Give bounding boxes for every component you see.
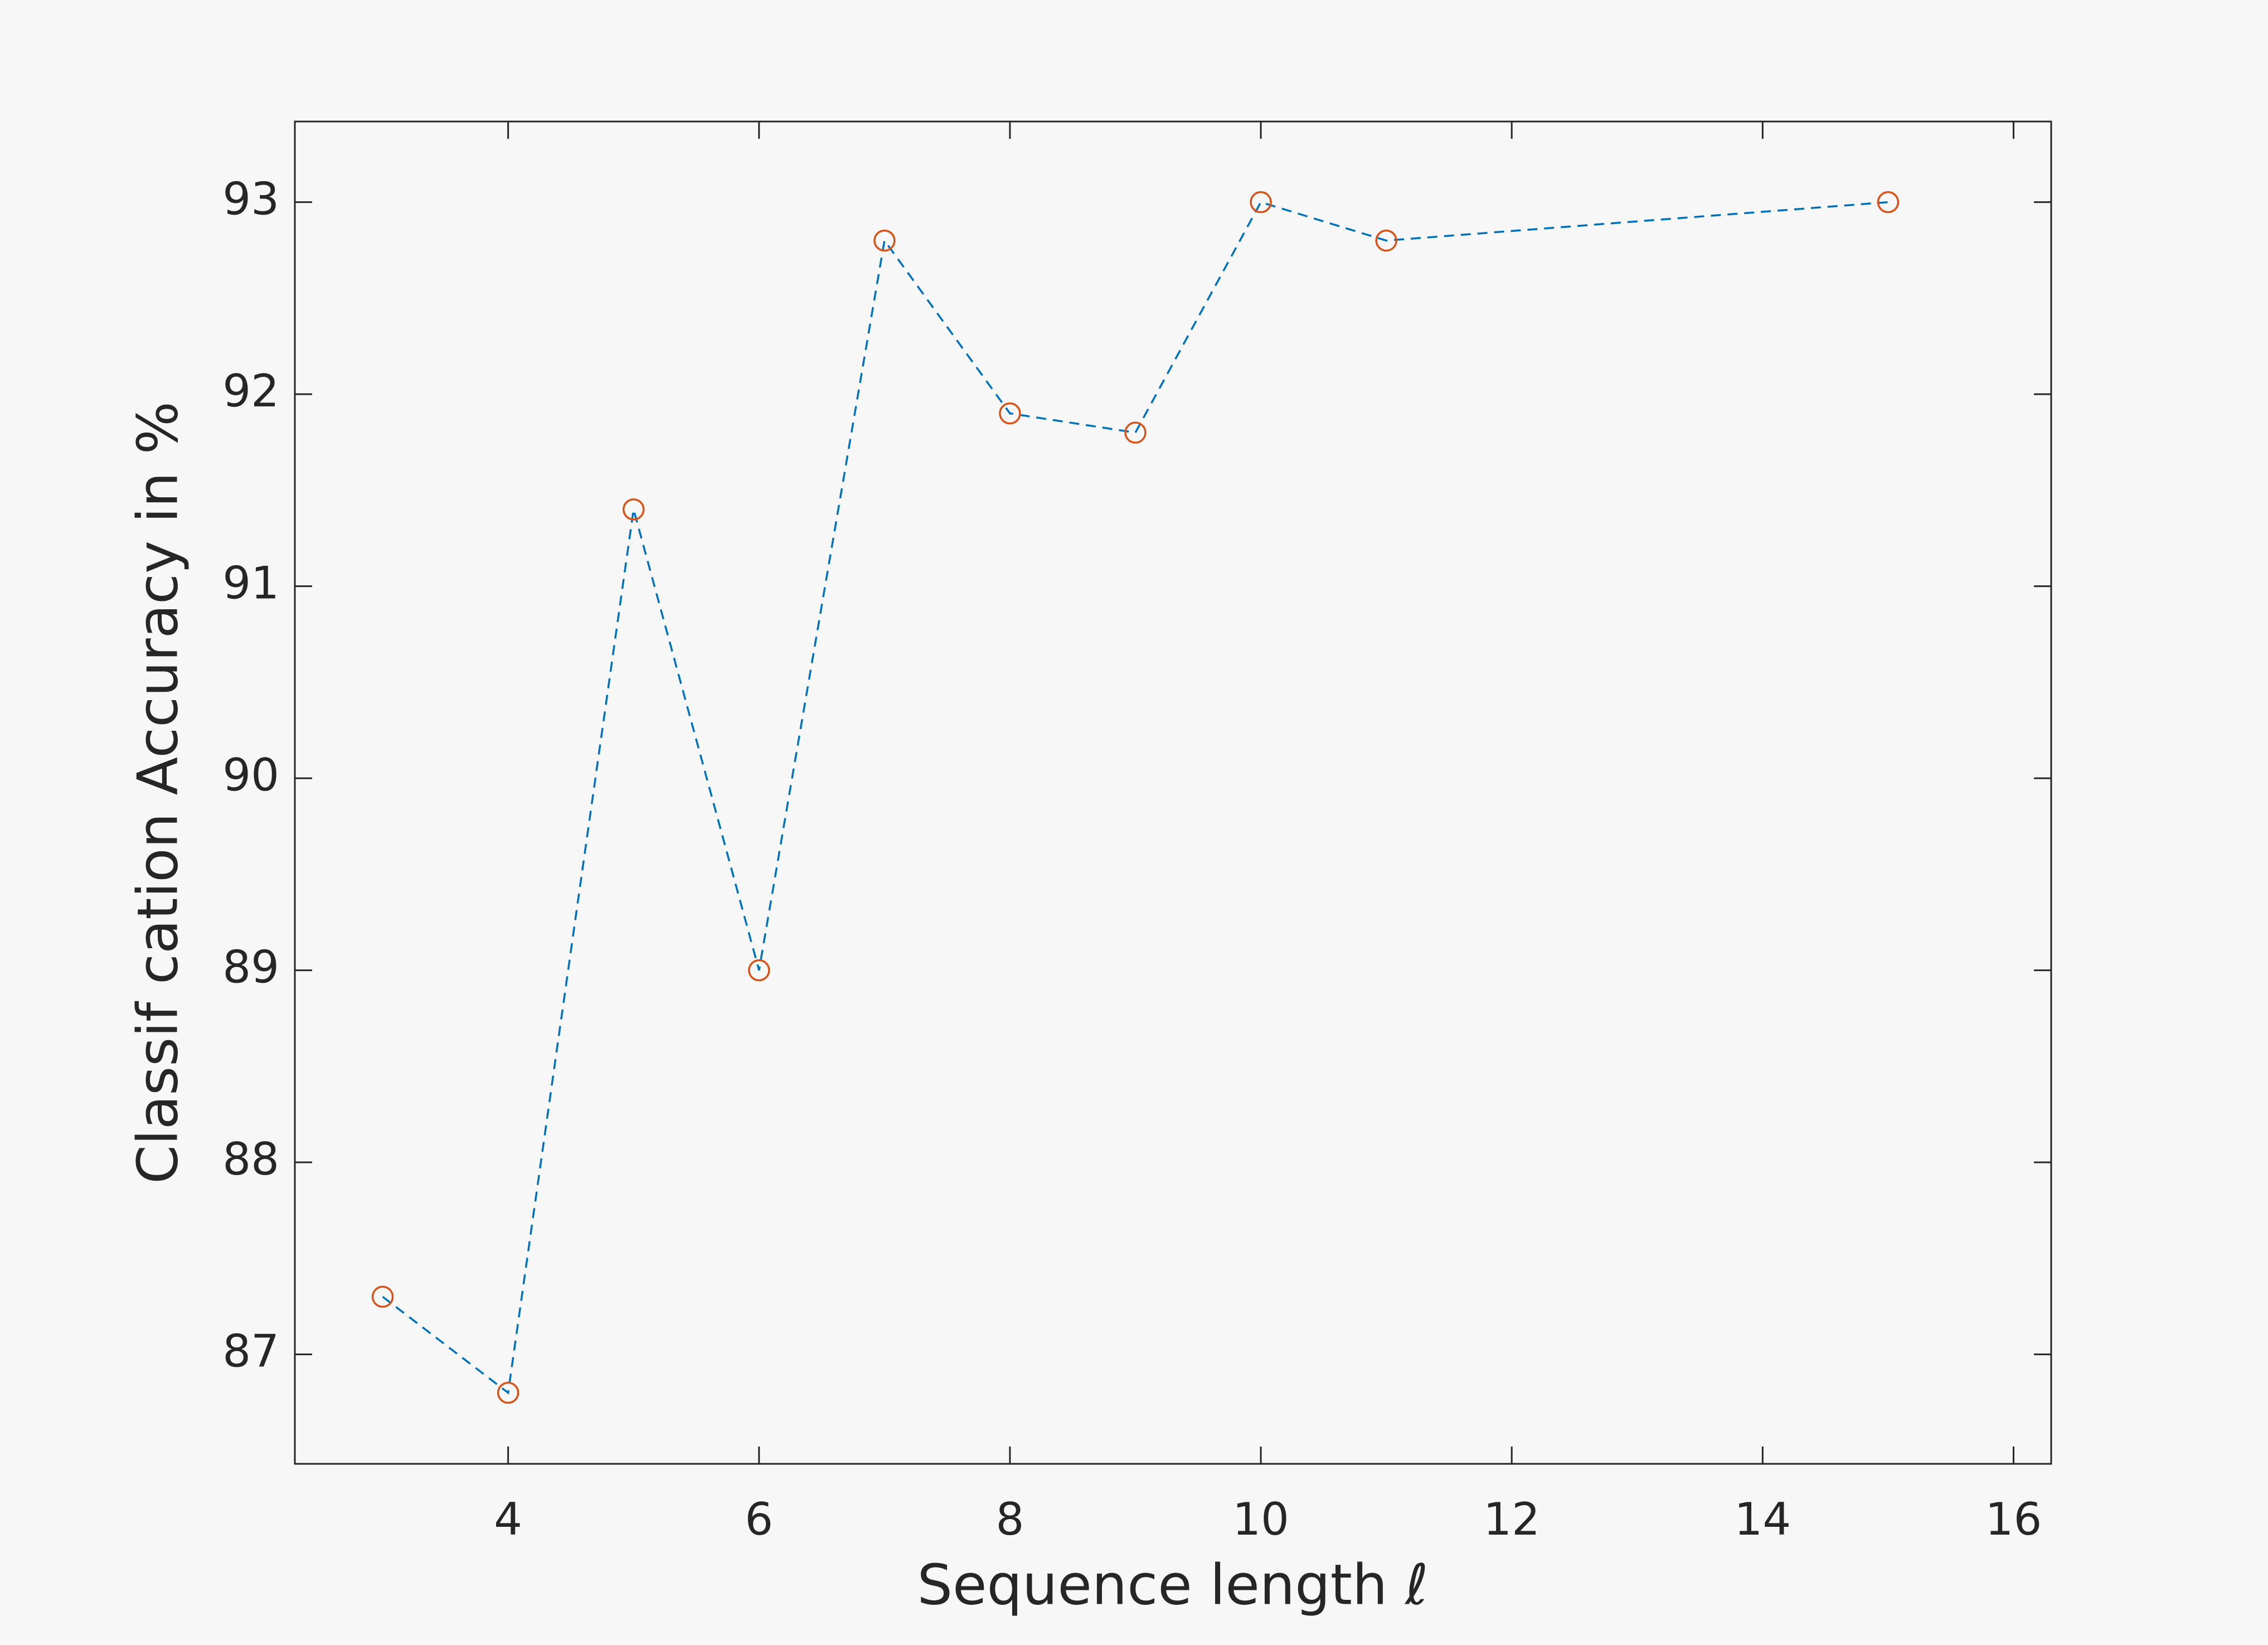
- data-line: [382, 201, 1888, 1395]
- y-tick-label: 90: [222, 749, 279, 801]
- data-point: [1124, 421, 1147, 444]
- x-tick-label: 6: [745, 1493, 773, 1545]
- x-tick-label: 12: [1483, 1493, 1540, 1545]
- x-tick-label: 8: [995, 1493, 1024, 1545]
- x-tick-label: 16: [1985, 1493, 2042, 1545]
- x-tick-label: 10: [1232, 1493, 1289, 1545]
- data-point: [622, 498, 645, 521]
- x-tick-label: 4: [494, 1493, 522, 1545]
- data-point: [1250, 191, 1272, 213]
- y-tick-label: 88: [222, 1133, 279, 1185]
- data-point: [873, 229, 896, 252]
- y-tick-label: 93: [222, 173, 279, 225]
- data-point: [999, 402, 1021, 425]
- data-point: [1877, 191, 1900, 213]
- data-point: [1375, 229, 1397, 252]
- y-tick-label: 92: [222, 365, 279, 417]
- x-axis-label: Sequence length ℓ: [917, 1552, 1429, 1617]
- y-axis-label: Classif cation Accuracy in %: [125, 401, 190, 1184]
- y-tick-label: 91: [222, 557, 279, 609]
- plot-frame: [294, 120, 2052, 1465]
- data-point: [497, 1381, 519, 1404]
- y-tick-label: 89: [222, 942, 279, 993]
- y-tick-label: 87: [222, 1326, 279, 1377]
- data-point: [371, 1285, 394, 1308]
- data-point: [748, 959, 770, 982]
- x-tick-label: 14: [1734, 1493, 1791, 1545]
